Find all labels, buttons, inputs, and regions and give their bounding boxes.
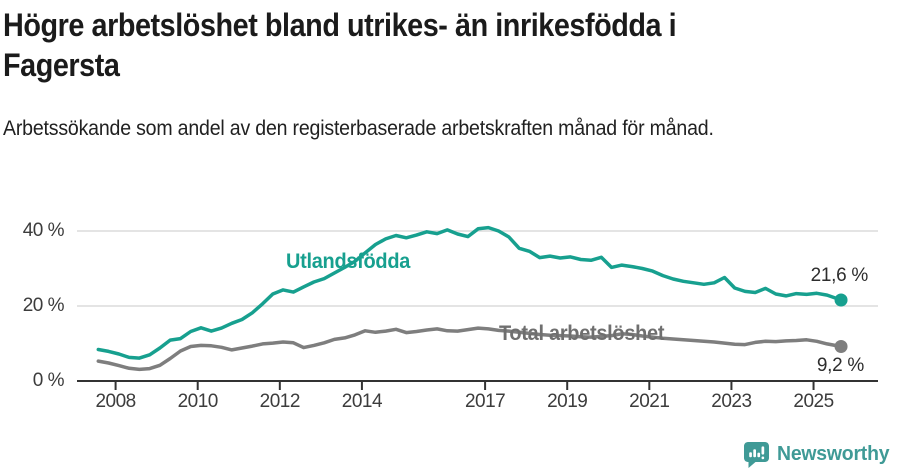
newsworthy-logo-text: Newsworthy xyxy=(777,443,890,465)
x-tick-label: 2021 xyxy=(629,391,670,412)
end-value-label-total: 9,2 % xyxy=(816,355,864,376)
x-tick-label: 2019 xyxy=(547,391,588,412)
newsworthy-logo-icon xyxy=(743,441,770,468)
x-tick-label: 2010 xyxy=(177,391,219,412)
x-tick-label: 2008 xyxy=(95,391,136,412)
series-label-total-arbetsloshet: Total arbetslöshet xyxy=(499,322,665,345)
y-tick-label: 20 % xyxy=(22,295,65,316)
y-tick-label: 0 % xyxy=(32,370,65,391)
x-tick-label: 2017 xyxy=(464,391,506,412)
series-end-dot xyxy=(834,340,848,353)
y-tick-label: 40 % xyxy=(22,220,65,241)
x-tick-label: 2025 xyxy=(793,391,834,412)
newsworthy-logo[interactable]: Newsworthy xyxy=(743,441,893,468)
x-tick-label: 2014 xyxy=(341,391,383,412)
chart-subtitle: Arbetssökande som andel av den registerb… xyxy=(3,117,714,140)
series-line-total-arbetsl-shet xyxy=(96,326,843,372)
x-tick-label: 2012 xyxy=(259,391,301,412)
x-tick-label: 2023 xyxy=(711,391,752,412)
series-label-utlandsfodda: Utlandsfödda xyxy=(286,250,411,273)
end-value-label-utlandsfodda: 21,6 % xyxy=(810,265,869,286)
page-title: Högre arbetslöshet bland utrikes- än inr… xyxy=(3,7,677,83)
series-line-utlandsf-dda xyxy=(96,225,843,360)
series-end-dot xyxy=(834,293,848,307)
